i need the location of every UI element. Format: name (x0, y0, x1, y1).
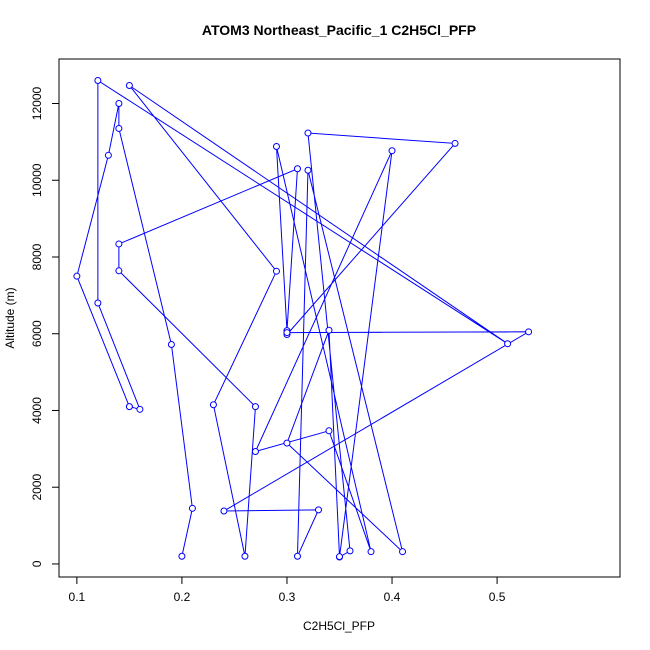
y-tick-label: 2000 (30, 474, 44, 501)
data-point (178, 552, 186, 560)
data-point (209, 401, 217, 409)
data-point (504, 340, 512, 348)
y-axis: 0 2000 4000 6000 8000 10000 12000 (30, 87, 59, 567)
y-axis-label: Altitude (m) (3, 287, 17, 348)
data-point (304, 166, 312, 174)
data-point (136, 405, 144, 413)
data-point (115, 100, 123, 108)
data-point (94, 76, 102, 84)
y-tick-label: 8000 (30, 243, 44, 270)
data-point (220, 507, 228, 515)
y-tick-label: 0 (30, 560, 44, 567)
data-point (272, 142, 280, 150)
data-point (272, 267, 280, 275)
data-point (115, 124, 123, 132)
data-point (283, 329, 291, 337)
x-tick-label: 0.5 (489, 590, 506, 604)
data-point (241, 552, 249, 560)
data-point (293, 165, 301, 173)
data-point (525, 328, 533, 336)
data-point (325, 427, 333, 435)
chart-title: ATOM3 Northeast_Pacific_1 C2H5Cl_PFP (202, 22, 476, 38)
data-point (94, 299, 102, 307)
x-axis-label: C2H5Cl_PFP (303, 619, 375, 633)
series-line (76, 79, 531, 558)
data-point (251, 403, 259, 411)
data-point (314, 506, 322, 514)
series-points-group (73, 76, 533, 561)
series-line-group (76, 79, 531, 558)
y-tick-label: 12000 (30, 87, 44, 121)
data-point (399, 548, 407, 556)
data-point (388, 147, 396, 155)
x-tick-label: 0.2 (174, 590, 191, 604)
x-axis: 0.1 0.2 0.3 0.4 0.5 (69, 577, 506, 604)
data-point (188, 504, 196, 512)
data-point (104, 151, 112, 159)
plot-frame (58, 58, 621, 578)
x-tick-label: 0.4 (384, 590, 401, 604)
y-tick-label: 10000 (30, 163, 44, 197)
data-point (125, 81, 133, 89)
data-point (336, 553, 343, 561)
data-point (115, 240, 123, 248)
data-point (451, 139, 459, 147)
data-point (283, 439, 291, 447)
data-point (325, 326, 333, 334)
data-point (167, 340, 175, 348)
data-point (304, 129, 312, 137)
x-tick-label: 0.3 (279, 590, 296, 604)
data-point (251, 448, 259, 456)
data-point (115, 267, 123, 275)
data-point (367, 548, 375, 556)
y-tick-label: 4000 (30, 397, 44, 424)
data-point (73, 272, 81, 280)
x-tick-label: 0.1 (69, 590, 86, 604)
data-point (293, 552, 301, 560)
data-point (125, 403, 133, 411)
data-point (346, 547, 354, 555)
y-tick-label: 6000 (30, 320, 44, 347)
